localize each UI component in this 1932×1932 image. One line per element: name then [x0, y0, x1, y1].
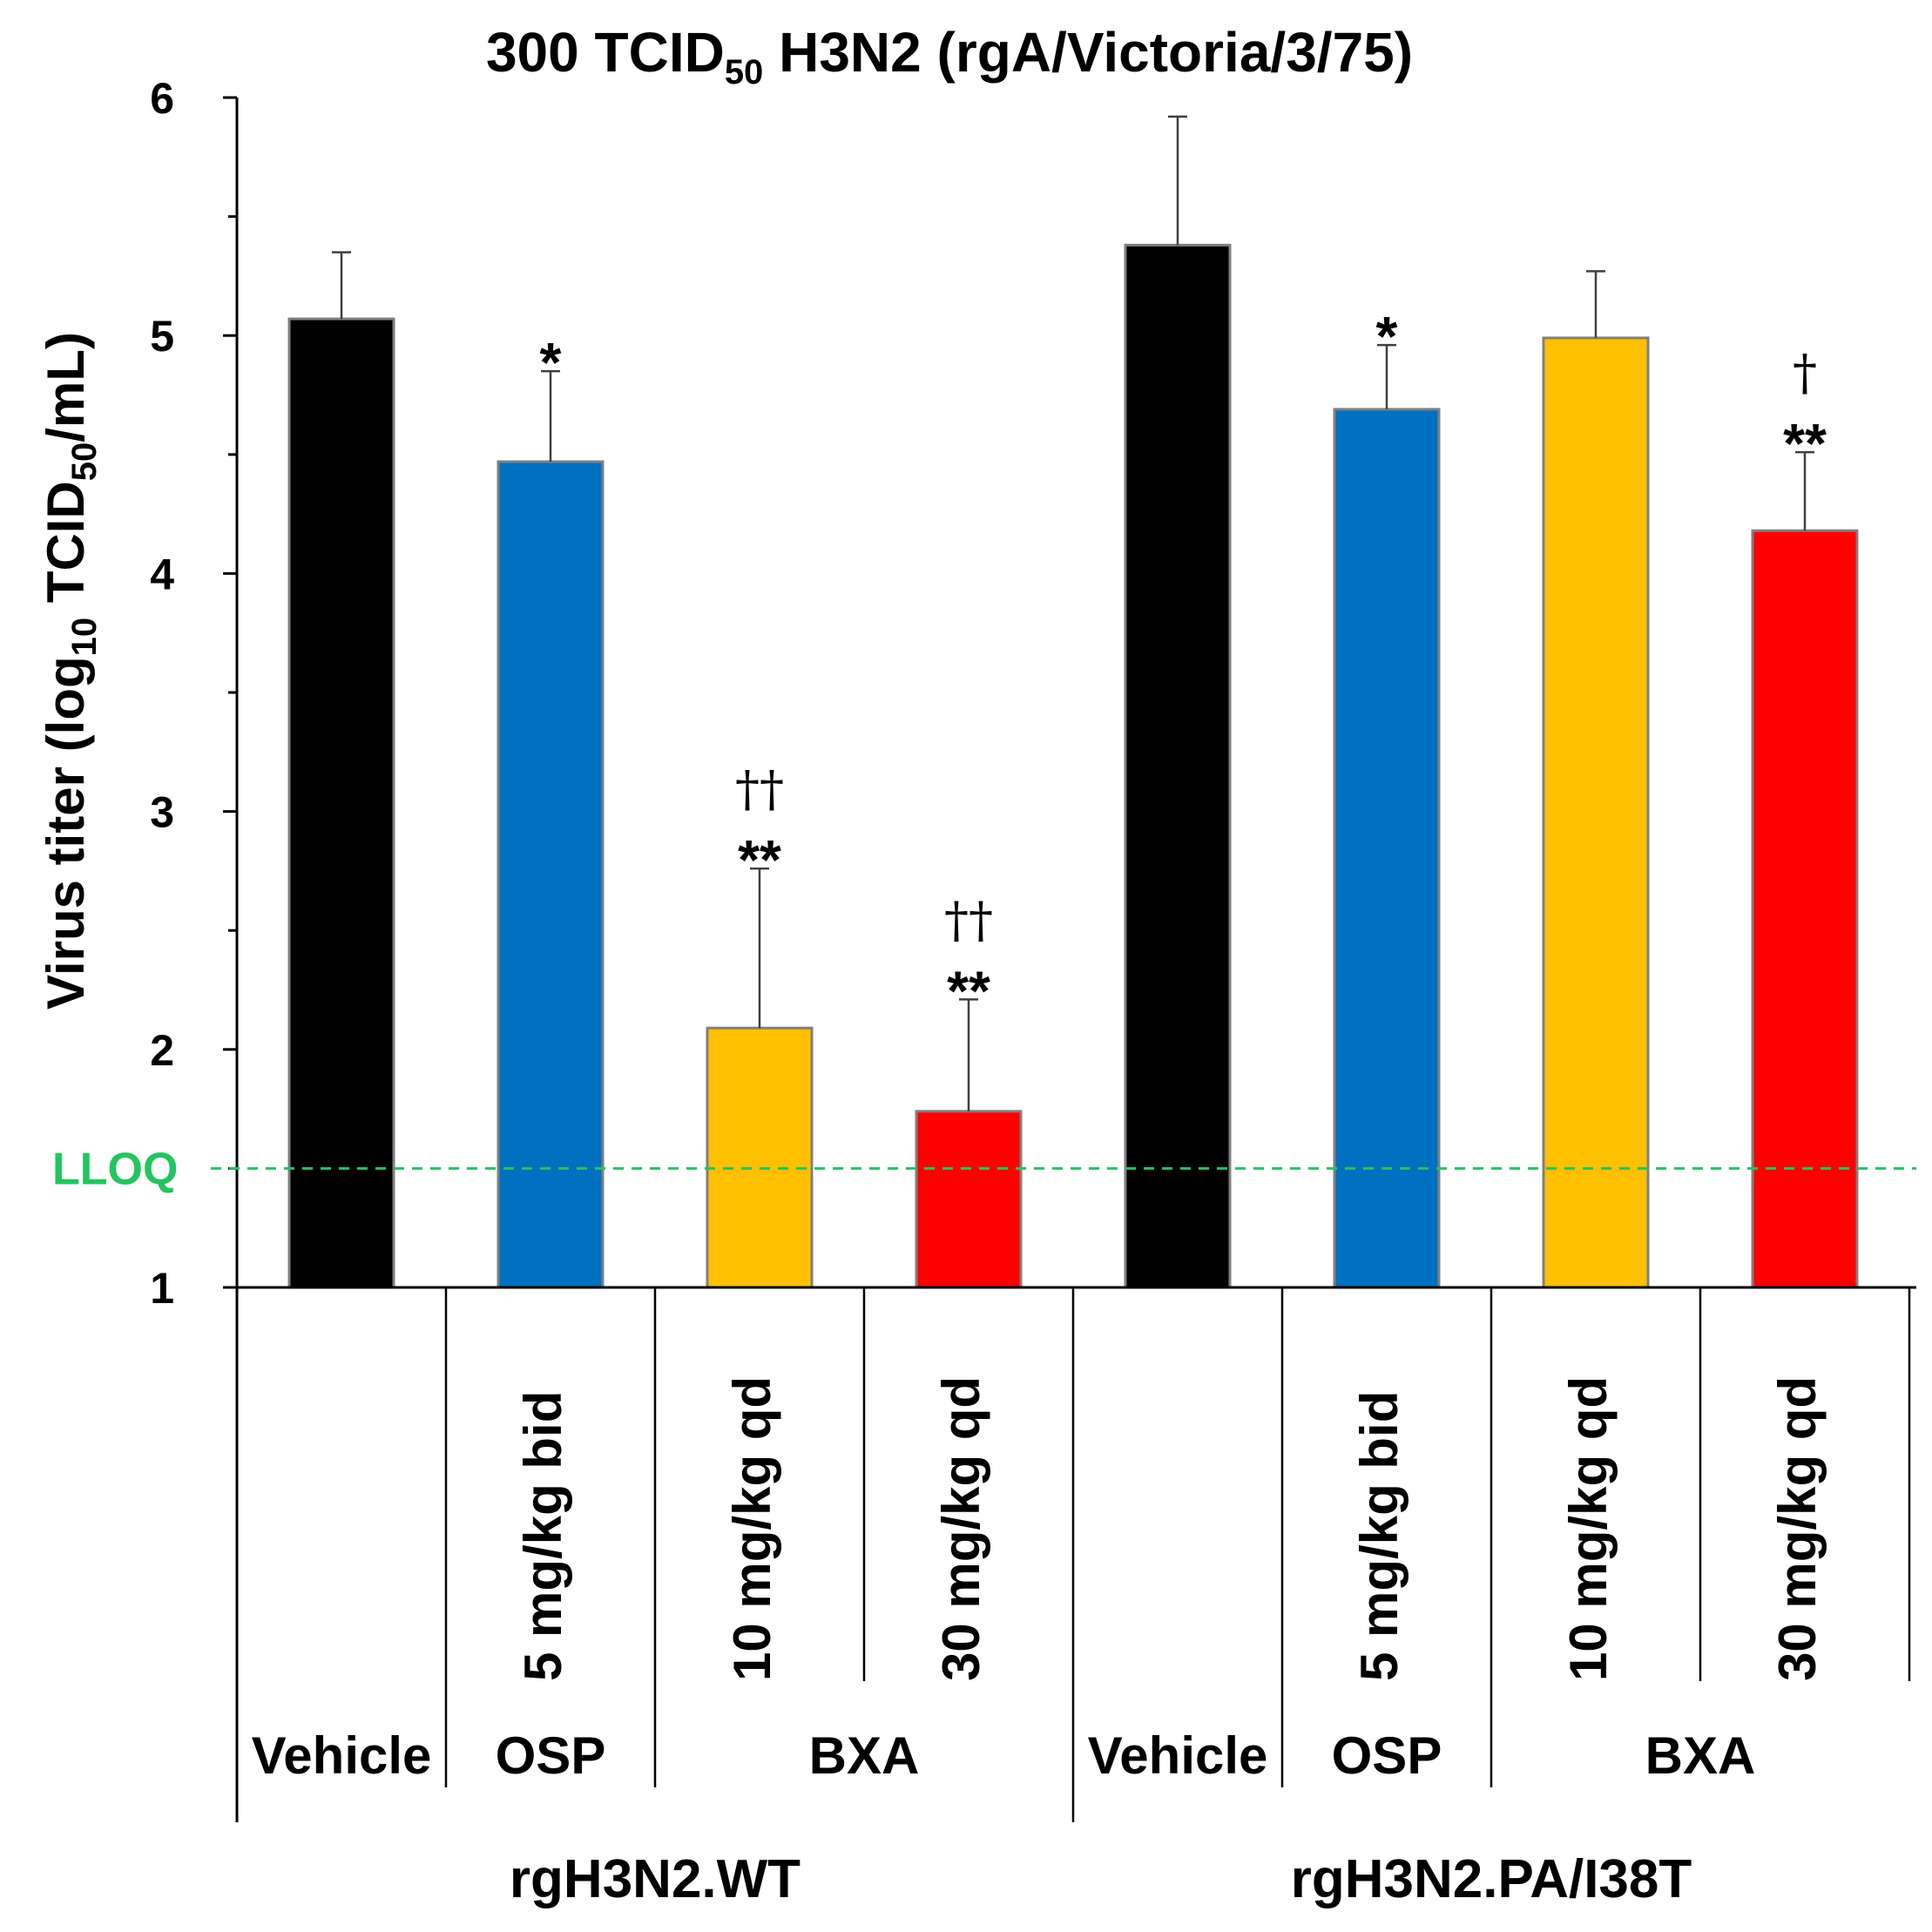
category-table: 5 mg/kg bid 10 mg/kg qd 30 mg/kg qd 5 mg/kg… [252, 1287, 1911, 1909]
bar [287, 317, 395, 1289]
y-tick-label: 2 [150, 1026, 174, 1075]
bars [237, 243, 1916, 1289]
significance-stars: * [1376, 305, 1398, 368]
significance-daggers: † [1793, 345, 1817, 402]
y-tick-label: 6 [150, 74, 174, 123]
group-label: OSP [496, 1726, 606, 1785]
significance-daggers: †† [735, 761, 784, 818]
lloq-label: LLOQ [52, 1144, 178, 1194]
chart-title: 300 TCID50 H3N2 (rgA/Victoria/3/75) [486, 21, 1413, 91]
y-axis: 1 2 3 4 5 6 [150, 74, 239, 1822]
lloq-layer: LLOQ [52, 1144, 1916, 1194]
dose-label: 30 mg/kg qd [932, 1376, 990, 1681]
group-label: OSP [1332, 1726, 1442, 1785]
y-tick-label: 5 [150, 312, 174, 361]
bar [1751, 529, 1859, 1289]
significance-stars: ** [738, 828, 781, 891]
error-bars [332, 115, 1814, 1111]
dose-label: 10 mg/kg qd [1559, 1376, 1618, 1681]
significance-stars: ** [947, 959, 990, 1022]
group-label: BXA [809, 1726, 920, 1785]
bar [497, 460, 605, 1289]
strain-label: rgH3N2.WT [510, 1849, 800, 1909]
y-axis-label: Virus titer (log10 TCID50/mL) [37, 332, 104, 1010]
dose-label: 30 mg/kg qd [1768, 1376, 1827, 1681]
bar [706, 1026, 814, 1289]
bar [1124, 243, 1232, 1289]
group-label: Vehicle [252, 1726, 432, 1785]
strain-label: rgH3N2.PA/I38T [1291, 1849, 1692, 1909]
y-tick-label: 4 [150, 550, 174, 598]
significance-daggers: †† [944, 892, 993, 949]
group-label: BXA [1645, 1726, 1756, 1785]
y-tick-label: 3 [150, 788, 174, 837]
significance-stars: * [540, 331, 562, 394]
y-tick-label: 1 [150, 1264, 174, 1313]
bar [915, 1110, 1023, 1289]
dose-label: 5 mg/kg bid [1350, 1391, 1408, 1681]
group-label: Vehicle [1088, 1726, 1268, 1785]
significance-stars: ** [1783, 412, 1827, 475]
dose-label: 10 mg/kg qd [723, 1376, 781, 1681]
significance-annotations: ***††**††***† [540, 305, 1827, 1022]
bar [1542, 336, 1650, 1289]
dose-label: 5 mg/kg bid [514, 1391, 572, 1681]
bar [1333, 408, 1441, 1289]
